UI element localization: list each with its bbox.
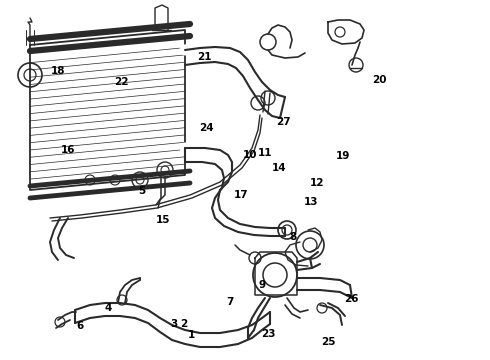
Text: 15: 15 [155,215,170,225]
Text: 10: 10 [243,150,257,160]
Text: 13: 13 [304,197,318,207]
Text: 19: 19 [336,150,350,161]
Text: 2: 2 [180,319,187,329]
Text: 22: 22 [114,77,129,87]
Text: 9: 9 [259,280,266,291]
Text: 6: 6 [76,321,83,331]
Text: 5: 5 [139,186,146,196]
Text: 14: 14 [272,163,287,174]
Text: 24: 24 [199,123,214,133]
Text: 23: 23 [261,329,276,339]
Text: 8: 8 [290,232,296,242]
Text: 25: 25 [321,337,336,347]
Text: 3: 3 [171,319,177,329]
Text: 18: 18 [50,66,65,76]
Text: 12: 12 [310,178,325,188]
Text: 16: 16 [60,145,75,156]
Text: 7: 7 [226,297,234,307]
Text: 21: 21 [197,52,212,62]
Text: 20: 20 [372,75,387,85]
Text: 26: 26 [344,294,359,304]
Text: 4: 4 [104,303,112,313]
Text: 17: 17 [234,190,249,200]
Text: 11: 11 [257,148,272,158]
Text: 27: 27 [276,117,291,127]
Text: 1: 1 [188,330,195,340]
